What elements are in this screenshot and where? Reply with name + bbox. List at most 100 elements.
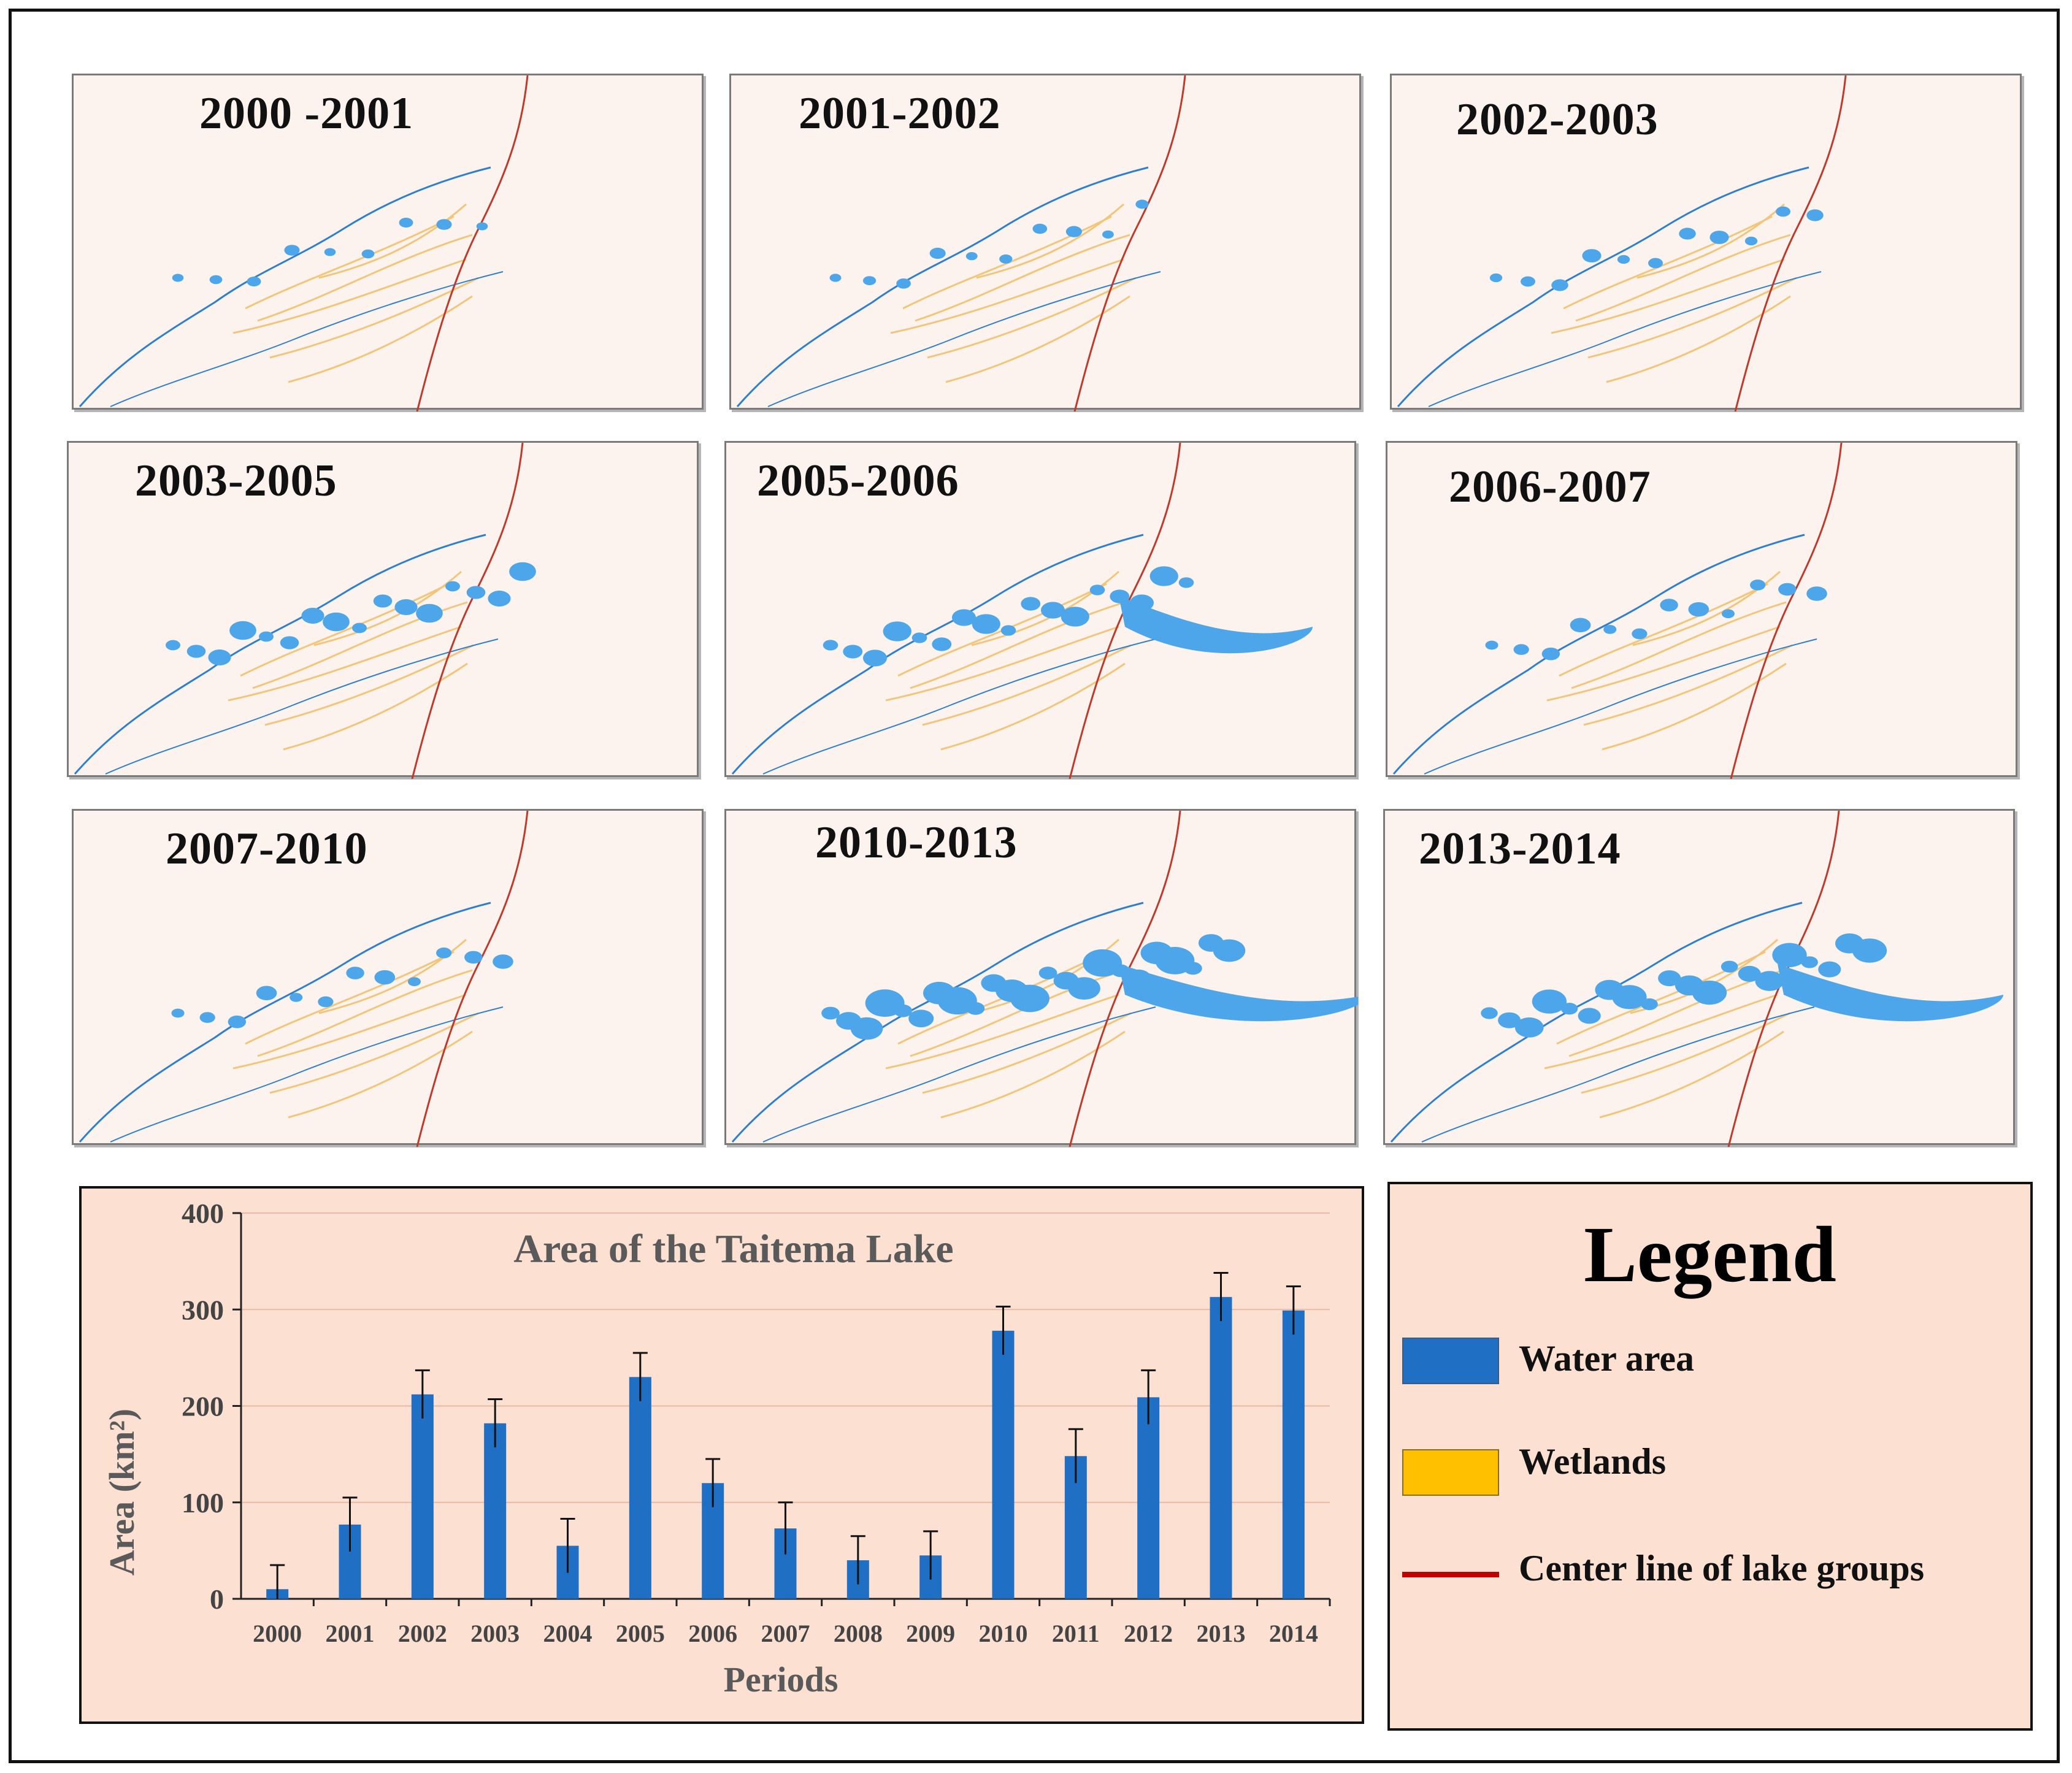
water-patch <box>1755 971 1784 991</box>
water-patch <box>894 1004 913 1017</box>
water-patch <box>436 219 452 230</box>
water-patch <box>1570 618 1591 633</box>
river-channel-south <box>1428 271 1822 407</box>
map-graphic <box>736 75 1186 412</box>
wetland-channel <box>1636 203 1785 279</box>
water-patch <box>374 970 396 985</box>
water-patch <box>1135 199 1149 209</box>
map-features <box>74 443 536 779</box>
water-area-swatch <box>1402 1338 1499 1384</box>
x-tick-label-2004: 2004 <box>543 1620 593 1647</box>
wetland-channel <box>228 626 462 702</box>
x-tick-label-2006: 2006 <box>688 1620 737 1647</box>
map-panel-label: 2005-2006 <box>757 456 959 506</box>
water-patch <box>407 977 421 987</box>
water-patch <box>823 640 838 651</box>
wetland-channel <box>1602 662 1787 751</box>
water-patch <box>999 254 1013 264</box>
x-tick-label-2009: 2009 <box>906 1620 955 1647</box>
water-patch <box>1721 960 1738 973</box>
x-axis-label: Periods <box>724 1660 838 1699</box>
water-patch <box>1772 943 1807 967</box>
x-tick-label-2008: 2008 <box>834 1620 883 1647</box>
map-features <box>79 75 529 412</box>
water-patch <box>247 276 261 287</box>
x-tick-label-2005: 2005 <box>616 1620 665 1647</box>
water-patch <box>1692 980 1727 1005</box>
center-line <box>1073 75 1186 412</box>
figure-frame: 2000 -2001 2001-2002 2002-2003 2003-2005… <box>9 9 2060 1763</box>
map-graphic <box>731 811 1358 1147</box>
wetland-channel <box>245 951 455 1045</box>
map-graphic <box>74 443 536 779</box>
water-lobe <box>1119 596 1313 654</box>
water-patch <box>1778 583 1797 596</box>
water-patch <box>301 608 324 624</box>
water-patch <box>850 1017 883 1040</box>
water-patch <box>929 247 946 259</box>
water-patch <box>1776 206 1790 217</box>
water-patch <box>966 1001 985 1015</box>
wetland-channel <box>283 662 468 751</box>
water-patch <box>466 586 486 599</box>
wetland-channel <box>885 626 1119 702</box>
water-patch <box>209 275 223 285</box>
wetland-channel <box>1599 1030 1784 1119</box>
water-patch <box>1852 938 1887 963</box>
center-line <box>416 75 529 412</box>
bar-2013 <box>1210 1296 1232 1599</box>
water-patch <box>464 951 483 964</box>
wetland-channel <box>288 295 473 383</box>
river-channel-south <box>767 271 1161 407</box>
bar-2003 <box>484 1423 507 1599</box>
water-patch <box>416 603 443 623</box>
water-patch <box>361 249 375 259</box>
wetland-channel <box>940 662 1126 751</box>
water-patch <box>290 992 303 1002</box>
water-patch <box>1648 258 1663 269</box>
area-chart: Area of the Taitema Lake Periods Area (k… <box>79 1186 1364 1724</box>
water-patch <box>1582 249 1602 262</box>
water-patch <box>951 609 977 626</box>
water-patch <box>1040 602 1065 619</box>
wetland-channel <box>897 583 1107 677</box>
water-patch <box>1551 279 1568 291</box>
river-channel <box>731 902 1144 1143</box>
y-tick-label: 100 <box>182 1487 224 1518</box>
water-patch <box>166 640 180 651</box>
water-patch <box>352 622 367 634</box>
water-patch <box>394 599 418 615</box>
x-tick-label-2012: 2012 <box>1124 1620 1173 1647</box>
water-patch <box>399 217 413 228</box>
wetland-channel <box>1544 994 1778 1070</box>
water-patch <box>172 274 184 282</box>
wetland-channel <box>245 215 455 310</box>
wetland-channel <box>257 969 473 1057</box>
wetland-channel <box>1571 601 1787 689</box>
water-patch <box>1738 965 1761 982</box>
water-patch <box>445 581 460 592</box>
map-graphic <box>1397 75 1847 412</box>
map-panel-2000-2001: 2000 -2001 <box>72 74 704 412</box>
y-tick-label: 0 <box>210 1583 224 1615</box>
wetland-channel <box>897 951 1107 1045</box>
x-tick-label-2001: 2001 <box>326 1620 375 1647</box>
river-channel <box>1392 534 1805 775</box>
map-panel-label: 2006-2007 <box>1449 462 1651 512</box>
map-panel-label: 2003-2005 <box>135 456 337 506</box>
river-channel-south <box>1421 1006 1815 1143</box>
water-patch <box>829 274 842 282</box>
water-patch <box>171 1008 185 1018</box>
x-tick-label-2011: 2011 <box>1052 1620 1100 1647</box>
water-patch <box>843 645 863 659</box>
wetland-channel <box>885 994 1119 1070</box>
wetland-channel <box>910 601 1126 689</box>
water-patch <box>1521 276 1535 287</box>
wetland-channel <box>915 234 1130 322</box>
water-patch <box>896 278 911 289</box>
wetland-channel <box>940 1030 1126 1119</box>
center-line <box>1069 443 1181 779</box>
wetland-channel <box>288 1030 473 1119</box>
river-channel-south <box>762 1006 1156 1143</box>
water-patch <box>862 649 888 667</box>
